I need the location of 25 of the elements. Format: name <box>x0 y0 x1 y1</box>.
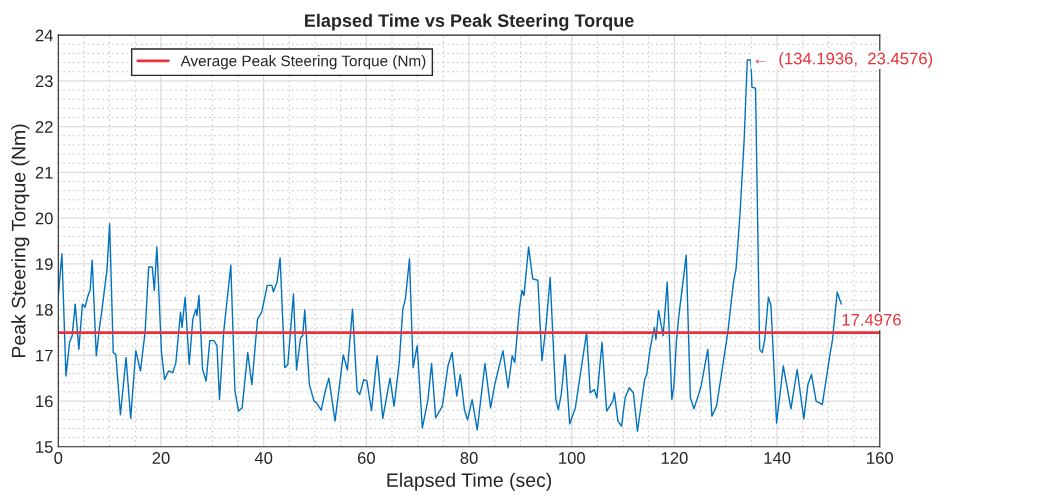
y-tick-label: 21 <box>35 166 53 179</box>
y-tick-label: 17 <box>36 349 53 362</box>
y-tick-label: 15 <box>36 441 53 453</box>
legend-label: Average Peak Steering Torque (Nm) <box>180 55 426 70</box>
x-tick-label: 160 <box>867 452 894 464</box>
chart-title: Elapsed Time vs Peak Steering Torque <box>305 13 634 31</box>
y-tick-label: 18 <box>36 303 53 316</box>
x-tick-label: 60 <box>357 452 375 464</box>
y-tick-label: 20 <box>35 212 53 225</box>
x-tick-label: 40 <box>254 452 273 464</box>
x-tick-label: 120 <box>661 452 688 464</box>
x-tick-label: 80 <box>460 452 478 464</box>
y-tick-label: 23 <box>35 75 53 88</box>
x-tick-label: 100 <box>559 452 585 464</box>
y-tick-label: 24 <box>35 29 53 42</box>
y-axis-title: Peak Steering Torque (Nm) <box>11 124 30 357</box>
annotation: 17.4976 <box>842 313 901 326</box>
y-tick-label: 19 <box>36 258 53 271</box>
x-axis-title: Elapsed Time (sec) <box>387 472 552 491</box>
annotation: ← (134.1936, 23.4576) <box>755 52 933 68</box>
y-tick-label: 22 <box>35 121 53 133</box>
x-tick-label: 0 <box>54 452 63 464</box>
x-tick-label: 140 <box>764 452 791 464</box>
y-tick-label: 16 <box>36 395 53 408</box>
x-tick-label: 20 <box>152 452 170 464</box>
